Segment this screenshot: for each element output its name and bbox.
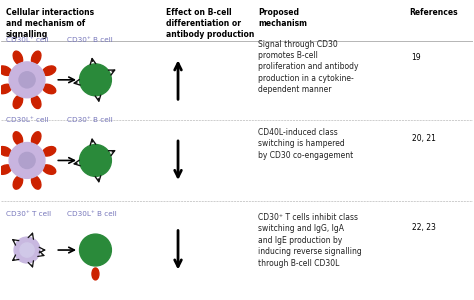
Ellipse shape — [43, 147, 56, 156]
Ellipse shape — [0, 84, 12, 94]
Text: CD30L⁺ cell: CD30L⁺ cell — [6, 37, 48, 43]
Text: CD30⁺ T cell: CD30⁺ T cell — [6, 211, 51, 217]
Text: Signal through CD30
promotes B-cell
proliferation and antibody
production in a c: Signal through CD30 promotes B-cell prol… — [258, 40, 359, 94]
Text: CD40L-induced class
switching is hampered
by CD30 co-engagement: CD40L-induced class switching is hampere… — [258, 128, 354, 160]
Text: 20, 21: 20, 21 — [411, 134, 436, 142]
Text: CD30L⁺ B cell: CD30L⁺ B cell — [67, 211, 117, 217]
Ellipse shape — [31, 132, 41, 145]
Circle shape — [80, 145, 111, 176]
Circle shape — [9, 62, 45, 98]
Ellipse shape — [13, 132, 23, 145]
Circle shape — [19, 72, 35, 88]
Text: 22, 23: 22, 23 — [411, 223, 436, 232]
Text: CD30⁺ B cell: CD30⁺ B cell — [67, 117, 113, 123]
Ellipse shape — [31, 176, 41, 189]
Text: CD30L⁺ cell: CD30L⁺ cell — [6, 117, 48, 123]
Text: References: References — [409, 8, 458, 17]
Circle shape — [80, 234, 111, 266]
Ellipse shape — [13, 51, 23, 64]
Circle shape — [19, 152, 35, 169]
Text: Effect on B-cell
differentiation or
antibody production: Effect on B-cell differentiation or anti… — [166, 8, 255, 39]
Text: Cellular interactions
and mechanism of
signalling: Cellular interactions and mechanism of s… — [6, 8, 94, 39]
Ellipse shape — [0, 66, 12, 75]
Ellipse shape — [31, 95, 41, 109]
Ellipse shape — [43, 66, 56, 75]
Ellipse shape — [0, 147, 12, 156]
Circle shape — [9, 142, 45, 178]
Circle shape — [20, 243, 34, 257]
Circle shape — [14, 237, 40, 263]
Ellipse shape — [0, 165, 12, 174]
Ellipse shape — [13, 95, 23, 109]
Ellipse shape — [43, 84, 56, 94]
Ellipse shape — [92, 268, 99, 280]
Ellipse shape — [31, 51, 41, 64]
Text: 19: 19 — [411, 53, 421, 62]
Text: CD30⁺ B cell: CD30⁺ B cell — [67, 37, 113, 43]
Ellipse shape — [43, 165, 56, 174]
Text: Proposed
mechanism: Proposed mechanism — [258, 8, 307, 28]
Circle shape — [80, 64, 111, 96]
Text: CD30⁺ T cells inhibit class
switching and IgG, IgA
and IgE production by
inducin: CD30⁺ T cells inhibit class switching an… — [258, 213, 362, 268]
Ellipse shape — [13, 176, 23, 189]
